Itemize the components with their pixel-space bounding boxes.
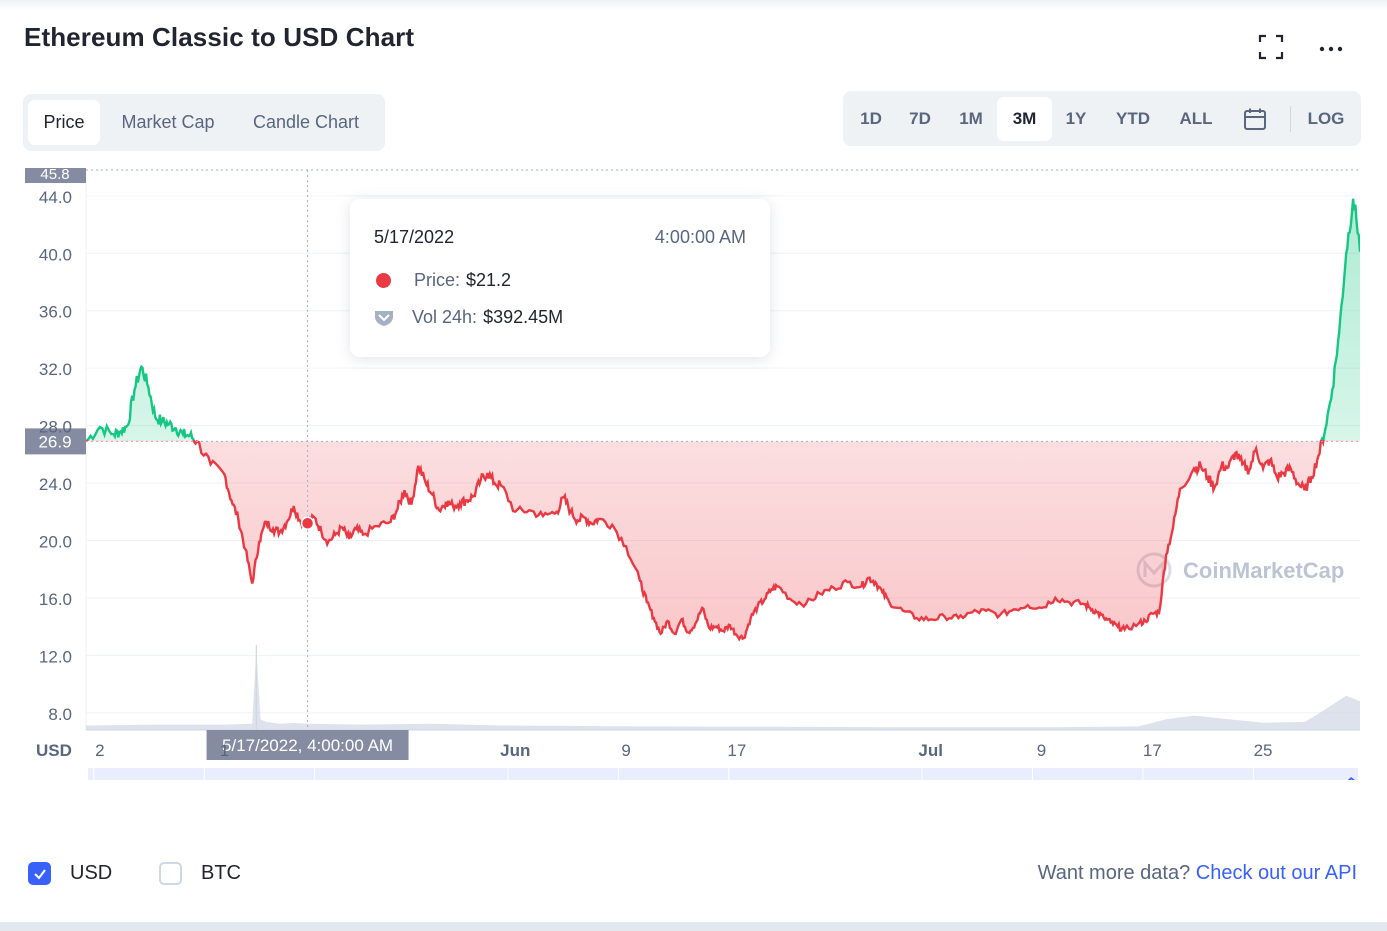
api-link[interactable]: Check out our API	[1195, 862, 1357, 884]
crosshair-label-box	[206, 730, 409, 760]
y-tick-label: 20.0	[39, 532, 72, 551]
x-tick-label: 2	[95, 741, 104, 760]
currency-usd-checkbox[interactable]: USD	[28, 862, 112, 885]
tab-price[interactable]: Price	[28, 100, 100, 145]
x-tick-label: 17	[1143, 741, 1162, 760]
usd-label: USD	[70, 862, 113, 884]
x-tick-label: 25	[1254, 741, 1273, 760]
y-tick-label: 40.0	[39, 245, 72, 264]
price-tooltip: 5/17/2022 4:00:00 AM Price: $21.2 Vol 24…	[350, 199, 770, 357]
navigator-background[interactable]	[88, 768, 1358, 780]
x-axis-currency-label: USD	[36, 741, 72, 760]
baseline-label: 26.9	[38, 432, 71, 451]
api-promo: Want more data? Check out our API	[1038, 862, 1357, 885]
x-tick-label: 17	[727, 741, 746, 760]
x-tick-label: 9	[1037, 741, 1046, 760]
range-7d[interactable]: 7D	[909, 108, 931, 128]
x-tick-label: 9	[621, 741, 630, 760]
tooltip-price-label: Price:	[414, 270, 461, 290]
btc-check-box[interactable]	[159, 862, 182, 885]
range-3m[interactable]: 3M	[997, 96, 1052, 141]
range-1y[interactable]: 1Y	[1065, 108, 1087, 128]
range-divider	[1290, 105, 1291, 132]
coinmarketcap-watermark: CoinMarketCap	[1136, 552, 1344, 588]
price-dot-icon	[376, 273, 391, 288]
range-1d[interactable]: 1D	[860, 108, 882, 128]
bottom-bar	[0, 922, 1387, 931]
usd-check-box[interactable]	[28, 862, 51, 885]
crosshair-label: 5/17/2022, 4:00:00 AM	[222, 736, 393, 755]
tab-candle-chart[interactable]: Candle Chart	[252, 112, 360, 132]
range-all[interactable]: ALL	[1179, 108, 1213, 128]
tooltip-volume-label: Vol 24h:	[412, 307, 478, 327]
top-shadow	[0, 0, 1387, 10]
y-tick-label: 8.0	[48, 705, 72, 724]
log-toggle[interactable]: LOG	[1307, 108, 1345, 128]
y-tick-label: 12.0	[39, 647, 72, 666]
price-chart[interactable]: CoinMarketCap 26.9 45.8 5/17/2022, 4:00:0…	[0, 0, 1387, 780]
range-tabs: 1D 7D 1M 3M 1Y YTD ALL LOG	[843, 91, 1361, 146]
check-icon	[33, 868, 46, 880]
volume-icon	[375, 310, 393, 326]
chart-type-tabs: Price Market Cap Candle Chart	[23, 94, 385, 151]
calendar-button[interactable]	[1226, 97, 1284, 141]
crosshair-point	[300, 516, 315, 530]
more-options-button[interactable]	[1314, 30, 1348, 64]
tooltip-price-value: $21.2	[466, 270, 512, 290]
tooltip-date: 5/17/2022	[374, 227, 455, 247]
x-tick-label: Jul	[918, 741, 943, 760]
axis-max-label-box	[25, 168, 86, 183]
y-tick-label: 44.0	[39, 188, 72, 207]
price-line-below-baseline	[86, 440, 1325, 642]
tooltip-volume-value: $392.45M	[483, 307, 564, 327]
price-area-below-baseline	[86, 440, 1360, 640]
page-title: Ethereum Classic to USD Chart	[24, 22, 415, 52]
tooltip-time: 4:00:00 AM	[654, 227, 746, 247]
currency-btc-checkbox[interactable]: BTC	[159, 862, 241, 885]
y-tick-label: 16.0	[39, 590, 72, 609]
y-tick-label: 24.0	[39, 475, 72, 494]
api-prompt: Want more data?	[1037, 862, 1191, 884]
y-tick-label: 32.0	[39, 360, 72, 379]
range-1m[interactable]: 1M	[959, 108, 983, 128]
fullscreen-icon	[1258, 34, 1284, 60]
x-tick-label: Jun	[500, 741, 530, 760]
y-tick-label: 36.0	[39, 303, 72, 322]
baseline-label-box	[25, 428, 86, 455]
btc-label: BTC	[201, 862, 241, 884]
x-tick-label: 1	[220, 741, 229, 760]
more-options-icon	[1319, 46, 1343, 52]
volume-area	[86, 649, 1360, 730]
watermark-text: CoinMarketCap	[1183, 558, 1344, 583]
tab-market-cap[interactable]: Market Cap	[121, 112, 215, 132]
calendar-icon	[1244, 108, 1266, 130]
axis-max-label: 45.8	[40, 166, 69, 183]
range-ytd[interactable]: YTD	[1116, 108, 1150, 128]
y-tick-label: 28.0	[39, 418, 72, 437]
fullscreen-button[interactable]	[1254, 30, 1288, 64]
